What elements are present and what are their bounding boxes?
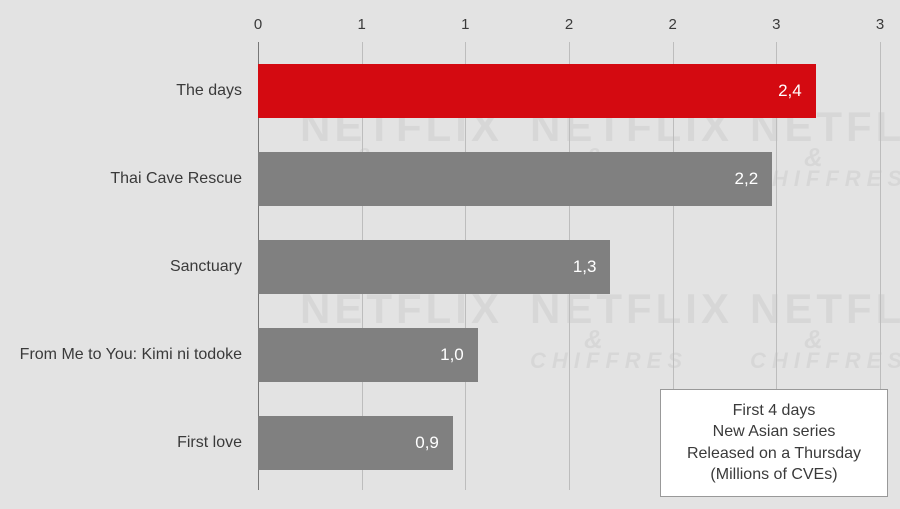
bar: 2,2 <box>258 152 772 206</box>
bar-row: Thai Cave Rescue2,2 <box>258 152 880 206</box>
x-tick-label: 0 <box>254 16 262 33</box>
caption-line: New Asian series <box>675 421 873 443</box>
caption-line: First 4 days <box>675 400 873 422</box>
bar-row: The days2,4 <box>258 64 880 118</box>
bar: 1,0 <box>258 328 478 382</box>
x-tick-label: 1 <box>461 16 469 33</box>
chart-container: NETFLIX&CHIFFRESNETFLIX&CHIFFRESNETFLIX&… <box>0 0 900 509</box>
bar-row: Sanctuary1,3 <box>258 240 880 294</box>
bar: 0,9 <box>258 416 453 470</box>
x-tick-label: 3 <box>772 16 780 33</box>
category-label: Thai Cave Rescue <box>0 152 258 206</box>
x-tick-label: 2 <box>565 16 573 33</box>
caption-box: First 4 daysNew Asian seriesReleased on … <box>660 389 888 497</box>
category-label: First love <box>0 416 258 470</box>
caption-line: Released on a Thursday <box>675 443 873 465</box>
bar: 1,3 <box>258 240 610 294</box>
x-tick-label: 3 <box>876 16 884 33</box>
caption-line: (Millions of CVEs) <box>675 464 873 486</box>
category-label: Sanctuary <box>0 240 258 294</box>
category-label: The days <box>0 64 258 118</box>
x-tick-label: 1 <box>357 16 365 33</box>
x-tick-label: 2 <box>668 16 676 33</box>
category-label: From Me to You: Kimi ni todoke <box>0 328 258 382</box>
bar: 2,4 <box>258 64 816 118</box>
bar-row: From Me to You: Kimi ni todoke1,0 <box>258 328 880 382</box>
